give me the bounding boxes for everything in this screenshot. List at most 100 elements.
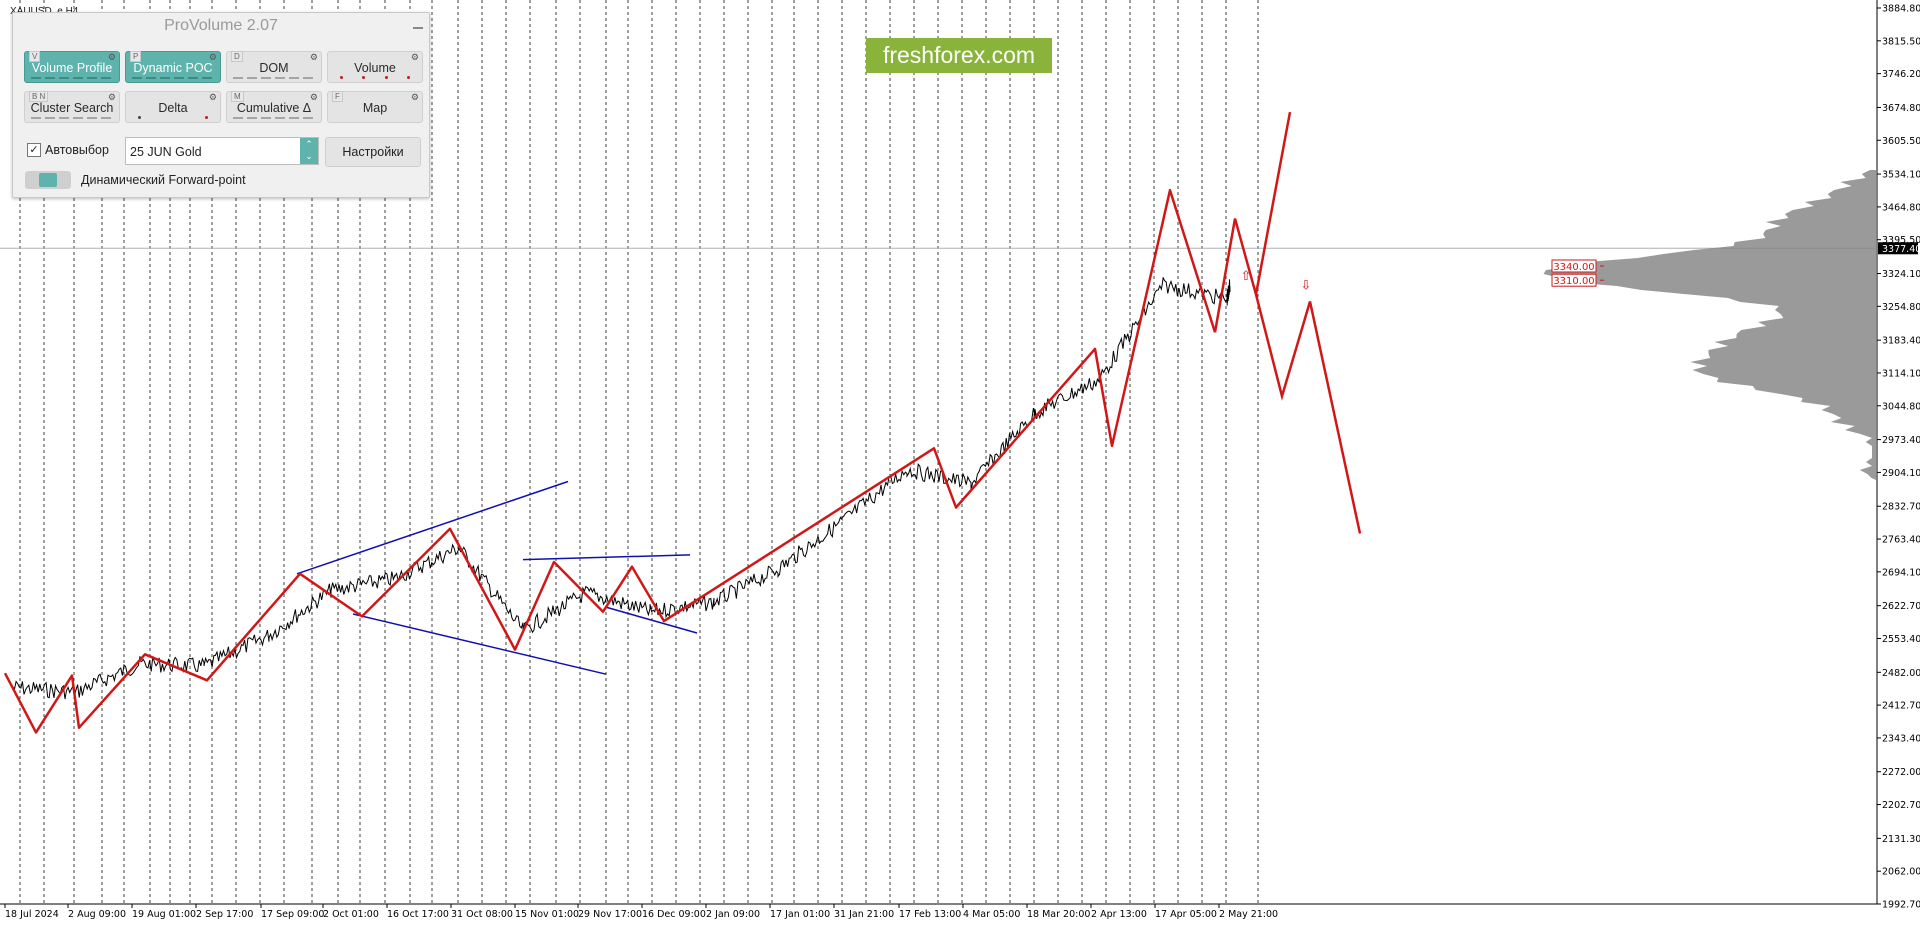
provolume-panel[interactable]: ProVolume 2.07 V ⚙ Volume Profile P ⚙ Dy… xyxy=(12,12,430,198)
autoselect-row[interactable]: ✓ Автовыбор xyxy=(27,143,109,157)
forward-point-toggle[interactable] xyxy=(25,171,71,189)
gear-icon[interactable]: ⚙ xyxy=(107,52,116,62)
x-tick-label: 2 Jan 09:00 xyxy=(706,909,760,920)
y-tick-label: 3674.80 xyxy=(1882,103,1920,114)
y-tick-label: 3183.40 xyxy=(1882,336,1920,347)
price-label-box xyxy=(1551,259,1597,273)
brand-badge[interactable]: freshforex.com xyxy=(866,38,1052,73)
autoselect-label: Автовыбор xyxy=(45,143,109,157)
gear-icon[interactable]: ⚙ xyxy=(410,92,419,102)
forecast-down-line xyxy=(1254,294,1362,534)
y-tick-label: 2343.40 xyxy=(1882,733,1920,744)
dom-button[interactable]: D ⚙ DOM xyxy=(226,51,322,83)
y-tick-label: 2062.00 xyxy=(1882,867,1920,878)
current-price-box xyxy=(1878,242,1918,255)
y-tick-label: 2482.00 xyxy=(1882,668,1920,679)
x-tick-label: 2 May 21:00 xyxy=(1219,909,1278,920)
y-tick-label: 2832.70 xyxy=(1882,502,1920,513)
trendlines xyxy=(296,480,698,675)
y-tick-label: 3534.10 xyxy=(1882,170,1920,181)
indicator-dots xyxy=(340,76,410,79)
instrument-select[interactable]: 25 JUN Gold ⌃ ⌄ xyxy=(125,137,319,165)
button-label: Delta xyxy=(158,101,188,115)
symbol-label: XAUUSD_e,H4 xyxy=(10,6,78,17)
indicator-strip xyxy=(31,117,113,119)
down-arrow-icon: ⇩ xyxy=(1301,279,1312,294)
delta-button[interactable]: ⚙ Delta xyxy=(125,91,221,123)
settings-button[interactable]: Настройки xyxy=(325,137,421,167)
indicator-strip xyxy=(233,117,315,119)
button-label: Cumulative Δ xyxy=(236,101,312,115)
autoselect-checkbox[interactable]: ✓ xyxy=(27,143,41,157)
x-tick-label: 15 Nov 01:00 xyxy=(515,909,579,920)
x-tick-label: 18 Mar 20:00 xyxy=(1027,909,1090,920)
minimize-icon[interactable] xyxy=(413,27,423,29)
map-button[interactable]: F ⚙ Map xyxy=(327,91,423,123)
y-tick-label: 1992.70 xyxy=(1882,900,1920,911)
gear-icon[interactable]: ⚙ xyxy=(410,52,419,62)
volume-button[interactable]: ⚙ Volume xyxy=(327,51,423,83)
x-tick-label: 17 Feb 13:00 xyxy=(899,909,961,920)
x-tick-label: 16 Dec 09:00 xyxy=(642,909,706,920)
cumulative-delta-button[interactable]: M ⚙ Cumulative Δ xyxy=(226,91,322,123)
y-axis: 3884.80 3815.50 3746.20 3674.80 3605.50 3534.… xyxy=(1876,0,1920,911)
button-label: Cluster Search xyxy=(30,101,114,115)
y-tick-label: 2202.70 xyxy=(1882,800,1920,811)
current-price-label: 3377.40 xyxy=(1882,244,1920,255)
indicator-strip xyxy=(233,77,315,79)
shortcut-key: P xyxy=(130,51,142,62)
volume-profile-button[interactable]: V ⚙ Volume Profile xyxy=(24,51,120,83)
price-series xyxy=(12,277,1231,700)
shortcut-key: M xyxy=(231,91,244,102)
gear-icon[interactable]: ⚙ xyxy=(208,92,217,102)
y-tick-label: 2694.10 xyxy=(1882,567,1920,578)
x-axis: 18 Jul 2024 2 Aug 09:00 19 Aug 01:00 2 Sep … xyxy=(0,903,1877,920)
x-tick-label: 2 Sep 17:00 xyxy=(196,909,253,920)
y-tick-label: 2553.40 xyxy=(1882,634,1920,645)
forecast-up-line xyxy=(1213,111,1292,333)
vertical-grid-lines xyxy=(19,0,1259,904)
button-label: Volume xyxy=(354,61,396,75)
zigzag-series xyxy=(3,188,1217,734)
y-tick-label: 2973.40 xyxy=(1882,435,1920,446)
x-tick-label: 17 Apr 05:00 xyxy=(1155,909,1217,920)
x-tick-label: 31 Oct 08:00 xyxy=(451,909,513,920)
button-label: Dynamic POC xyxy=(133,61,213,75)
y-tick-label: 2131.30 xyxy=(1882,834,1920,845)
y-tick-label: 3044.80 xyxy=(1882,401,1920,412)
panel-title: ProVolume 2.07 xyxy=(164,17,278,34)
x-tick-label: 2 Oct 01:00 xyxy=(323,909,379,920)
shortcut-key: F xyxy=(332,91,343,102)
annotation-marks: ⇧ ⇩ 3340.00 3310.00 xyxy=(1241,259,1604,294)
x-tick-label: 17 Jan 01:00 xyxy=(770,909,830,920)
y-tick-label: 3395.50 xyxy=(1882,235,1920,246)
x-tick-label: 17 Sep 09:00 xyxy=(261,909,324,920)
trendline xyxy=(604,606,698,634)
y-tick-label: 3464.80 xyxy=(1882,202,1920,213)
y-tick-label: 3114.10 xyxy=(1882,368,1920,379)
x-tick-label: 29 Nov 17:00 xyxy=(578,909,642,920)
x-tick-label: 16 Oct 17:00 xyxy=(387,909,449,920)
dynamic-poc-button[interactable]: P ⚙ Dynamic POC xyxy=(125,51,221,83)
y-tick-label: 3884.80 xyxy=(1882,4,1920,15)
gear-icon[interactable]: ⚙ xyxy=(309,92,318,102)
y-tick-label: 3605.50 xyxy=(1882,136,1920,147)
spinner-icon[interactable]: ⌃ ⌄ xyxy=(300,138,318,164)
cluster-search-button[interactable]: B N ⚙ Cluster Search xyxy=(24,91,120,123)
price-label-text: 3340.00 xyxy=(1553,262,1594,273)
gear-icon[interactable]: ⚙ xyxy=(208,52,217,62)
gear-icon[interactable]: ⚙ xyxy=(107,92,116,102)
trendline xyxy=(296,480,569,575)
instrument-value: 25 JUN Gold xyxy=(130,145,202,159)
trendline xyxy=(352,613,607,675)
y-tick-label: 2272.00 xyxy=(1882,767,1920,778)
gear-icon[interactable]: ⚙ xyxy=(309,52,318,62)
toggle-knob xyxy=(39,173,57,187)
button-label: Volume Profile xyxy=(31,61,113,75)
y-tick-label: 2622.70 xyxy=(1882,601,1920,612)
button-label: DOM xyxy=(259,61,289,75)
y-tick-label: 3815.50 xyxy=(1882,36,1920,47)
trendline xyxy=(522,554,691,561)
volume-profile-shape xyxy=(1543,170,1876,480)
